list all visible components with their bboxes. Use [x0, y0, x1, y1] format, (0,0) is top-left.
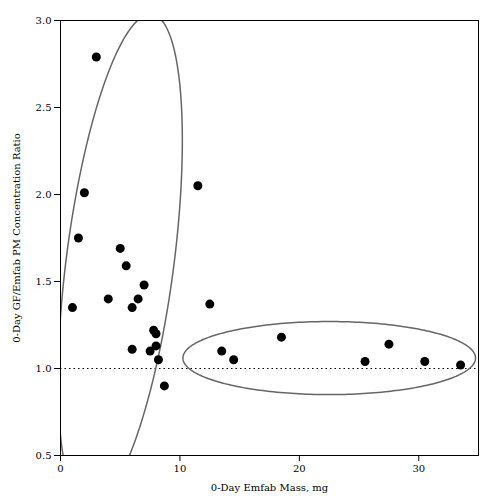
svg-text:2.0: 2.0 [36, 189, 52, 200]
svg-text:0.5: 0.5 [36, 450, 52, 461]
svg-text:30: 30 [412, 463, 425, 474]
svg-text:0: 0 [57, 463, 63, 474]
svg-text:0-Day Emfab Mass, mg: 0-Day Emfab Mass, mg [211, 482, 329, 493]
svg-text:3.0: 3.0 [36, 15, 52, 26]
svg-text:20: 20 [293, 463, 306, 474]
svg-text:2.5: 2.5 [36, 102, 52, 113]
svg-text:10: 10 [174, 463, 187, 474]
svg-text:1.0: 1.0 [36, 363, 52, 374]
svg-text:0-Day GF/Emfab PM Concentratio: 0-Day GF/Emfab PM Concentration Ratio [11, 133, 22, 343]
svg-text:1.5: 1.5 [36, 276, 52, 287]
